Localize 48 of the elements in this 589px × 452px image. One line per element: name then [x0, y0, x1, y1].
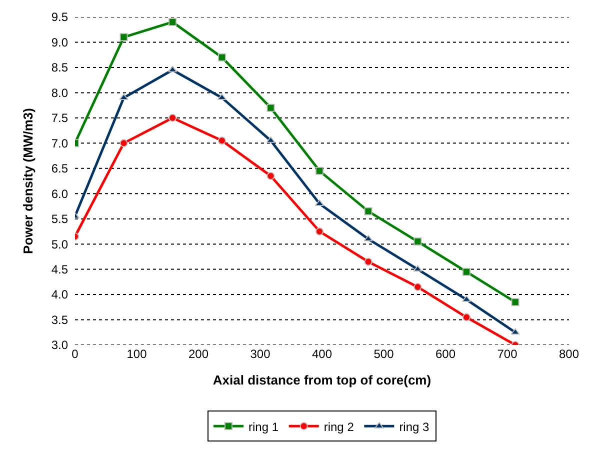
point	[364, 207, 372, 216]
point	[120, 33, 128, 42]
x-tick-label: 700	[497, 347, 518, 361]
x-tick-label: 800	[558, 347, 580, 361]
y-axis-title: Power density (MW/m3)	[20, 108, 36, 254]
point	[218, 136, 226, 145]
y-tick-label: 7.5	[51, 111, 68, 126]
y-tick-label: 3.5	[51, 312, 68, 327]
point	[511, 298, 520, 306]
legend-label: ring 1	[248, 420, 279, 434]
point	[364, 258, 372, 266]
y-tick-label: 4.0	[51, 288, 68, 302]
legend-label: ring 3	[399, 420, 430, 434]
y-tick-label: 9.0	[51, 35, 68, 50]
x-tick-label: 0	[72, 347, 79, 361]
legend-label: ring 2	[324, 420, 354, 434]
point	[414, 282, 422, 291]
x-tick-label: 500	[374, 347, 394, 361]
point	[218, 53, 226, 62]
point	[120, 139, 128, 148]
point	[510, 328, 520, 335]
point	[413, 265, 422, 272]
x-tick-label: 600	[435, 347, 456, 361]
y-tick-label: 9.5	[51, 10, 68, 24]
point	[462, 313, 470, 322]
point	[168, 66, 178, 72]
y-tick-label: 8.5	[51, 60, 68, 75]
x-tick-label: 400	[312, 347, 332, 361]
y-tick-label: 5.5	[51, 212, 68, 226]
y-tick-label: 4.5	[51, 262, 68, 277]
y-tick-label: 6.5	[51, 162, 68, 176]
point	[462, 268, 470, 276]
y-tick-label: 6.0	[51, 186, 68, 201]
point	[414, 238, 422, 246]
point	[266, 172, 275, 180]
point	[168, 18, 177, 26]
x-tick-label: 300	[250, 347, 271, 361]
point	[168, 114, 177, 122]
y-tick-label: 7.0	[51, 136, 68, 150]
x-tick-label: 200	[188, 347, 209, 361]
y-tick-label: 5.0	[51, 237, 68, 252]
x-tick-label: 100	[126, 347, 148, 361]
point	[316, 166, 324, 175]
point	[266, 104, 275, 112]
y-tick-label: 8.0	[51, 86, 68, 100]
x-axis-title: Axial distance from top of core(cm)	[212, 372, 432, 388]
point	[316, 227, 324, 236]
y-tick-label: 3.0	[51, 338, 68, 352]
